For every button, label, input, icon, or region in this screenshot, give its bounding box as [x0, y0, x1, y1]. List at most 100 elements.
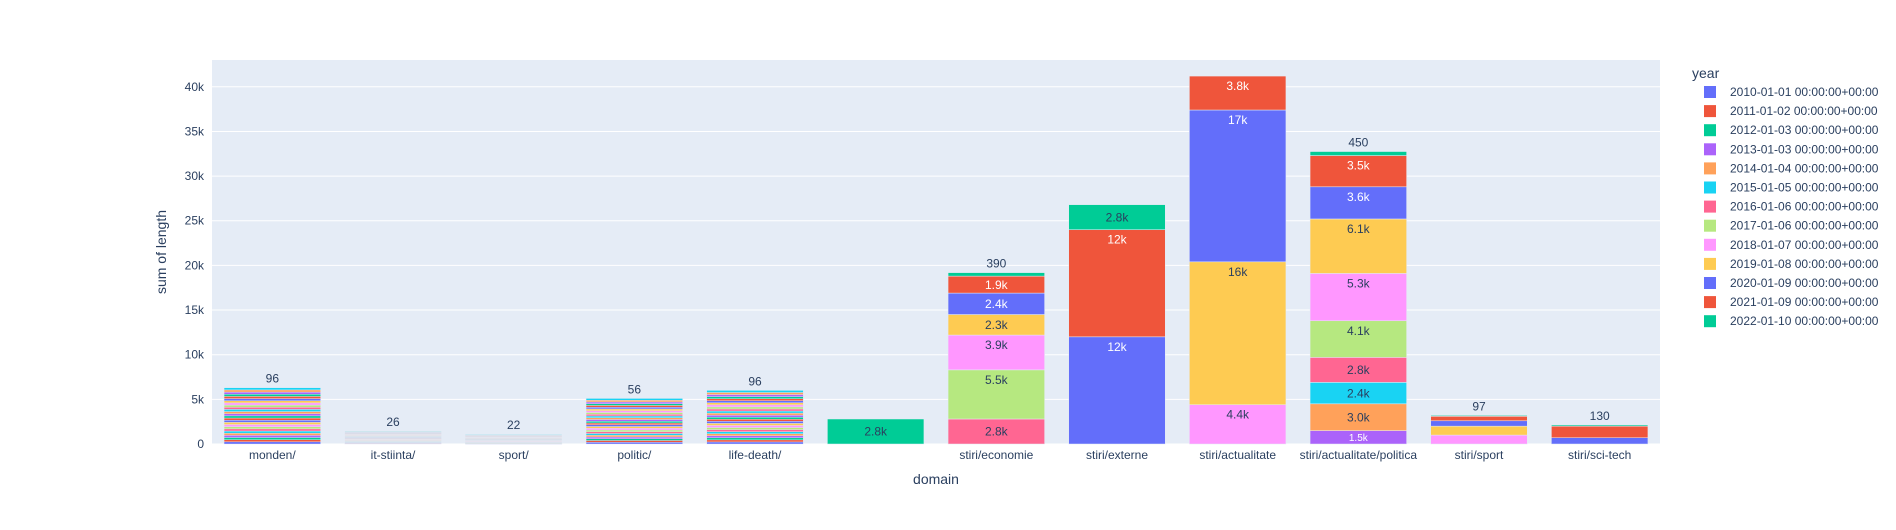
bar-segment[interactable] [1309, 155, 1407, 188]
bar-segment[interactable] [1309, 218, 1407, 274]
bar-segment[interactable] [585, 421, 683, 424]
bar-segment[interactable] [706, 400, 804, 403]
bar-segment[interactable] [223, 428, 321, 432]
bar-segment[interactable] [706, 406, 804, 410]
legend-swatch[interactable] [1704, 200, 1716, 213]
legend-label[interactable]: 2013-01-03 00:00:00+00:00 [1730, 142, 1879, 156]
bar-segment[interactable] [706, 431, 804, 434]
bar-segment[interactable] [706, 396, 804, 399]
bar-segment[interactable] [706, 425, 804, 428]
bar-segment[interactable] [223, 400, 321, 404]
legend-swatch[interactable] [1704, 181, 1716, 194]
bar-segment[interactable] [706, 437, 804, 441]
bar-segment[interactable] [223, 435, 321, 438]
bar-segment[interactable] [585, 398, 683, 401]
legend-label[interactable]: 2016-01-06 00:00:00+00:00 [1730, 200, 1879, 214]
legend-label[interactable]: 2014-01-04 00:00:00+00:00 [1730, 161, 1879, 175]
bar-segment[interactable] [706, 435, 804, 439]
bar-segment[interactable] [706, 402, 804, 406]
bar-segment[interactable] [706, 421, 804, 424]
bar-segment[interactable] [585, 417, 683, 420]
bar-segment[interactable] [585, 400, 683, 403]
bar-segment[interactable] [706, 404, 804, 408]
bar-segment[interactable] [585, 431, 683, 434]
bar-segment[interactable] [223, 389, 321, 393]
bar-segment[interactable] [585, 415, 683, 418]
bar-segment[interactable] [1189, 75, 1287, 111]
bar-segment[interactable] [706, 427, 804, 430]
bar-segment[interactable] [1430, 425, 1528, 436]
bar-segment[interactable] [585, 414, 683, 417]
bar-segment[interactable] [585, 438, 683, 441]
bar-segment[interactable] [223, 441, 321, 445]
bar-segment[interactable] [585, 401, 683, 404]
bar-segment[interactable] [1189, 404, 1287, 445]
bar-segment[interactable] [585, 429, 683, 432]
legend-label[interactable]: 2020-01-09 00:00:00+00:00 [1730, 276, 1879, 290]
bar-segment[interactable] [706, 423, 804, 426]
bar-segment[interactable] [585, 424, 683, 427]
bar-segment[interactable] [1189, 261, 1287, 405]
bar-segment[interactable] [585, 442, 683, 445]
legend-label[interactable]: 2011-01-02 00:00:00+00:00 [1730, 104, 1878, 118]
bar-segment[interactable] [706, 441, 804, 445]
bar-segment[interactable] [344, 430, 442, 432]
legend-swatch[interactable] [1704, 238, 1716, 251]
bar-segment[interactable] [706, 412, 804, 416]
bar-segment[interactable] [585, 435, 683, 438]
legend-swatch[interactable] [1704, 219, 1716, 232]
legend-label[interactable]: 2018-01-07 00:00:00+00:00 [1730, 238, 1879, 252]
bar-segment[interactable] [223, 415, 321, 419]
bar-segment[interactable] [223, 417, 321, 421]
bar-segment[interactable] [585, 426, 683, 429]
bar-segment[interactable] [585, 408, 683, 411]
bar-segment[interactable] [223, 411, 321, 414]
bar-segment[interactable] [585, 422, 683, 425]
bar-segment[interactable] [1068, 204, 1166, 230]
bar-segment[interactable] [706, 398, 804, 401]
bar-segment[interactable] [1068, 229, 1166, 338]
bar-segment[interactable] [1189, 109, 1287, 263]
bar-segment[interactable] [223, 437, 321, 440]
bar-segment[interactable] [947, 334, 1045, 371]
bar-segment[interactable] [706, 408, 804, 412]
bar-segment[interactable] [827, 418, 925, 445]
bar-segment[interactable] [947, 272, 1045, 277]
bar-segment[interactable] [706, 417, 804, 420]
bar-segment[interactable] [1551, 424, 1649, 427]
bar-segment[interactable] [706, 410, 804, 414]
bar-segment[interactable] [585, 440, 683, 443]
bar-segment[interactable] [223, 432, 321, 436]
bar-segment[interactable] [706, 419, 804, 422]
bar-segment[interactable] [1309, 273, 1407, 322]
legend-swatch[interactable] [1704, 277, 1716, 289]
legend-swatch[interactable] [1704, 162, 1716, 175]
bar-segment[interactable] [706, 394, 804, 397]
legend-label[interactable]: 2010-01-01 00:00:00+00:00 [1730, 85, 1879, 99]
bar-segment[interactable] [223, 387, 321, 391]
bar-segment[interactable] [706, 414, 804, 418]
bar-segment[interactable] [706, 439, 804, 443]
bar-segment[interactable] [1309, 151, 1407, 156]
bar-segment[interactable] [223, 398, 321, 401]
legend-swatch[interactable] [1704, 86, 1716, 98]
legend-label[interactable]: 2019-01-08 00:00:00+00:00 [1730, 257, 1879, 271]
bar-segment[interactable] [465, 433, 563, 435]
bar-segment[interactable] [585, 433, 683, 436]
legend-swatch[interactable] [1704, 143, 1716, 156]
bar-segment[interactable] [223, 426, 321, 430]
bar-segment[interactable] [706, 392, 804, 395]
bar-segment[interactable] [947, 369, 1045, 420]
bar-segment[interactable] [585, 405, 683, 408]
legend-swatch[interactable] [1704, 296, 1716, 309]
bar-segment[interactable] [1068, 336, 1166, 445]
bar-segment[interactable] [706, 429, 804, 432]
legend-label[interactable]: 2017-01-06 00:00:00+00:00 [1730, 219, 1879, 233]
bar-segment[interactable] [947, 418, 1045, 445]
legend-swatch[interactable] [1704, 315, 1716, 328]
bar-segment[interactable] [1551, 437, 1649, 445]
bar-segment[interactable] [585, 403, 683, 406]
bar-segment[interactable] [1309, 357, 1407, 383]
bar-segment[interactable] [1430, 415, 1528, 417]
bar-segment[interactable] [585, 410, 683, 413]
